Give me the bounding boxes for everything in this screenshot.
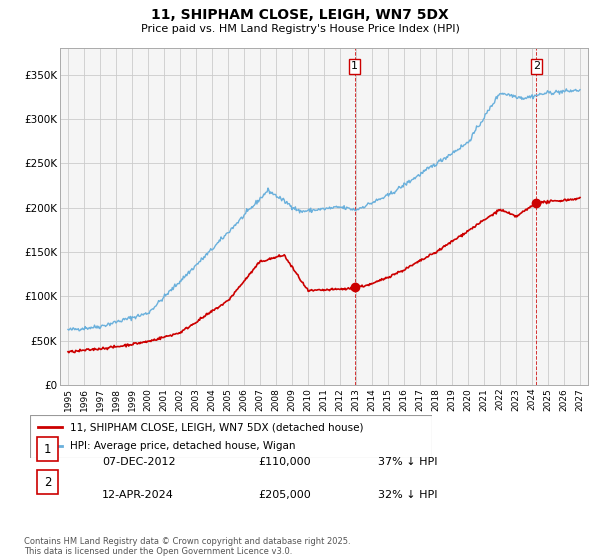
Text: 2: 2 xyxy=(533,62,540,72)
Text: 1: 1 xyxy=(44,442,51,455)
FancyBboxPatch shape xyxy=(30,415,432,458)
Text: 37% ↓ HPI: 37% ↓ HPI xyxy=(378,457,437,467)
Text: HPI: Average price, detached house, Wigan: HPI: Average price, detached house, Wiga… xyxy=(70,441,296,451)
Text: Contains HM Land Registry data © Crown copyright and database right 2025.
This d: Contains HM Land Registry data © Crown c… xyxy=(24,536,350,556)
Text: 11, SHIPHAM CLOSE, LEIGH, WN7 5DX: 11, SHIPHAM CLOSE, LEIGH, WN7 5DX xyxy=(151,8,449,22)
Text: £205,000: £205,000 xyxy=(258,490,311,500)
Text: 12-APR-2024: 12-APR-2024 xyxy=(102,490,174,500)
Text: 32% ↓ HPI: 32% ↓ HPI xyxy=(378,490,437,500)
Text: 07-DEC-2012: 07-DEC-2012 xyxy=(102,457,176,467)
Text: 11, SHIPHAM CLOSE, LEIGH, WN7 5DX (detached house): 11, SHIPHAM CLOSE, LEIGH, WN7 5DX (detac… xyxy=(70,422,364,432)
Text: Price paid vs. HM Land Registry's House Price Index (HPI): Price paid vs. HM Land Registry's House … xyxy=(140,24,460,34)
FancyBboxPatch shape xyxy=(37,470,58,494)
Text: 2: 2 xyxy=(44,475,51,488)
FancyBboxPatch shape xyxy=(37,437,58,461)
Text: 1: 1 xyxy=(351,62,358,72)
Text: £110,000: £110,000 xyxy=(258,457,311,467)
